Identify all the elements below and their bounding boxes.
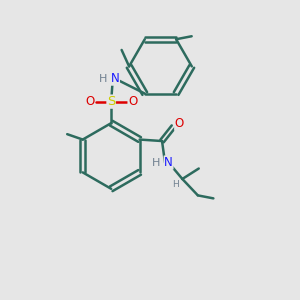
Text: O: O bbox=[128, 95, 137, 108]
Text: O: O bbox=[175, 117, 184, 130]
Text: S: S bbox=[107, 95, 116, 108]
Text: H: H bbox=[99, 74, 107, 84]
Text: O: O bbox=[85, 95, 94, 108]
Text: N: N bbox=[111, 72, 119, 85]
Text: H: H bbox=[172, 180, 179, 189]
Text: H: H bbox=[152, 158, 160, 167]
Text: N: N bbox=[164, 156, 173, 169]
